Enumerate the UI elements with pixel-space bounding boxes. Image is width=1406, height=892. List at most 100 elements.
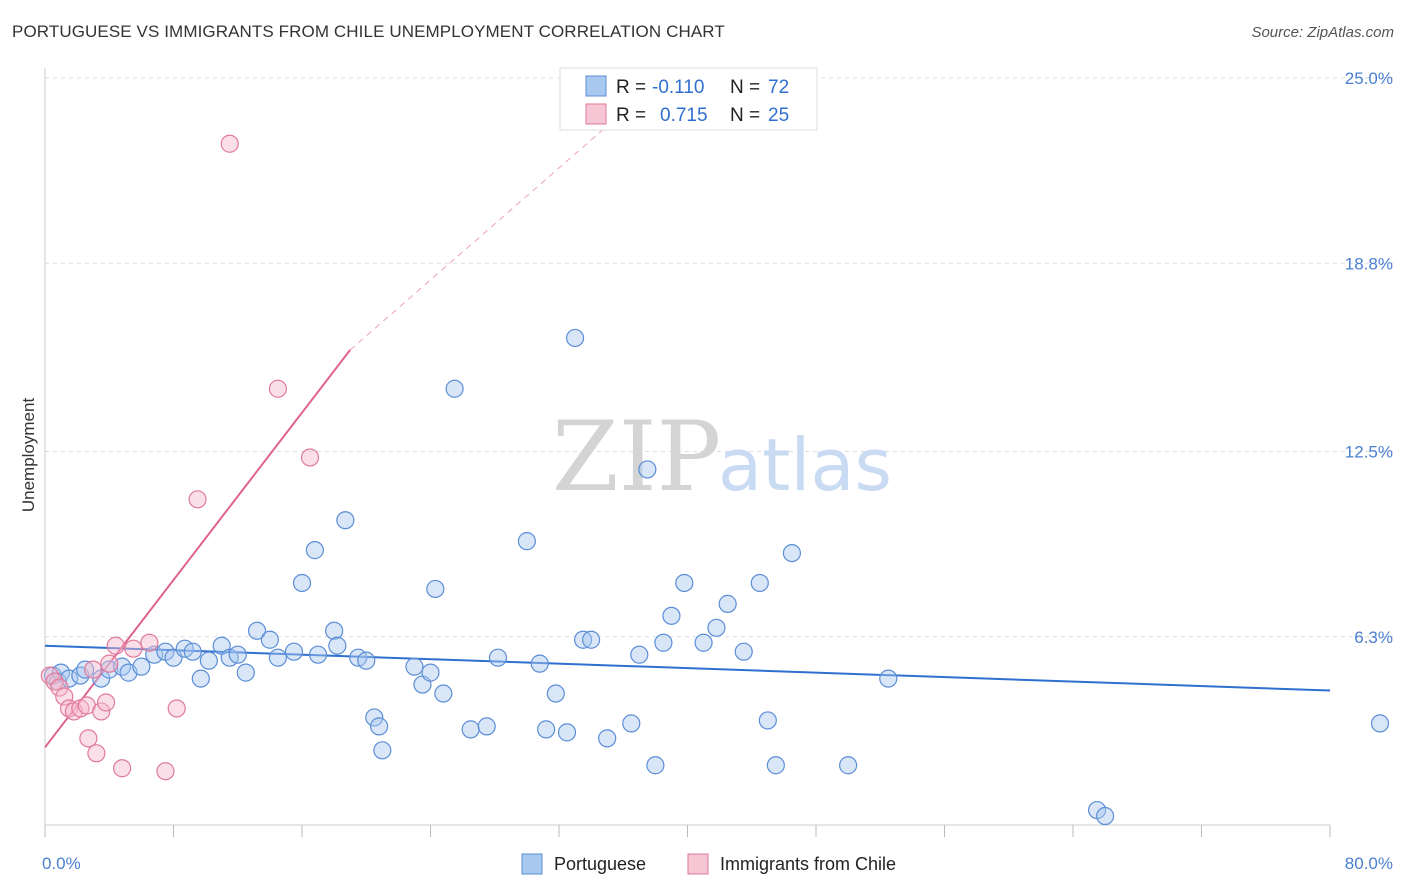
legend-r-label-2: R =	[616, 105, 646, 126]
portuguese-point-47	[530, 654, 549, 673]
watermark-atlas: atlas	[718, 423, 892, 507]
portuguese-point-16	[191, 669, 210, 688]
chile-point-18	[156, 762, 175, 781]
chile-point-1	[45, 672, 64, 691]
portuguese-point-40	[426, 579, 445, 599]
chile-point-19	[167, 699, 186, 718]
y-tick-labels: 6.3% 12.5% 18.8% 25.0%	[1345, 69, 1393, 647]
portuguese-point-73	[1096, 806, 1115, 826]
trend-lines	[44, 83, 1331, 748]
portuguese-point-31	[336, 511, 355, 530]
portuguese-point-61	[675, 573, 694, 593]
portuguese-point-74	[1370, 714, 1390, 733]
portuguese-point-21	[236, 663, 255, 682]
portuguese-point-65	[734, 642, 753, 661]
chile-point-10	[87, 744, 106, 763]
portuguese-point-53	[582, 630, 601, 649]
legend-swatch-chile	[585, 103, 607, 125]
portuguese-point-49	[546, 684, 565, 703]
chile-point-0	[40, 666, 59, 685]
watermark-zip: ZIP	[552, 401, 721, 513]
x-tick-labels: 0.0% 80.0%	[42, 854, 1393, 873]
y-tick-label-0: 6.3%	[1354, 628, 1393, 647]
portuguese-point-67	[758, 711, 777, 730]
portuguese-point-33	[357, 651, 376, 670]
chile-points	[40, 134, 320, 781]
portuguese-point-55	[622, 714, 641, 733]
portuguese-point-71	[879, 669, 898, 688]
chile-point-20	[188, 490, 207, 509]
portuguese-point-46	[517, 532, 536, 551]
x-tick-label-1: 80.0%	[1345, 854, 1393, 873]
chile-point-8	[79, 729, 98, 748]
gridlines	[45, 77, 1395, 638]
x-tick-label-0: 0.0%	[42, 854, 81, 873]
portuguese-point-30	[328, 636, 347, 655]
stats-legend: R = -0.110 N = 72 R = 0.715 N = 25	[559, 67, 818, 131]
portuguese-point-54	[598, 729, 617, 748]
trend-line-chile-extension	[349, 83, 656, 351]
portuguese-point-62	[694, 633, 713, 652]
chile-point-14	[106, 636, 125, 655]
portuguese-points	[43, 328, 1390, 826]
watermark: ZIP atlas	[552, 401, 892, 513]
y-tick-label-3: 25.0%	[1345, 69, 1393, 88]
portuguese-point-39	[421, 663, 440, 682]
portuguese-point-29	[325, 621, 344, 640]
bottom-legend-swatch-portuguese	[521, 853, 543, 875]
trend-line-portuguese	[44, 644, 1331, 692]
portuguese-point-34	[365, 708, 384, 727]
y-tick-label-2: 18.8%	[1345, 254, 1393, 273]
y-axis-label: Unemployment	[19, 398, 38, 513]
portuguese-point-59	[654, 633, 673, 652]
legend-r-value-2: 0.715	[660, 105, 708, 126]
axes	[44, 68, 1331, 837]
portuguese-point-23	[260, 630, 279, 649]
portuguese-point-36	[373, 741, 392, 760]
legend-swatch-portuguese	[585, 75, 607, 97]
legend-r-label-1: R =	[616, 77, 646, 98]
chart-title: PORTUGUESE VS IMMIGRANTS FROM CHILE UNEM…	[12, 22, 725, 41]
portuguese-point-56	[630, 645, 649, 664]
chile-point-23	[300, 448, 320, 467]
portuguese-point-66	[750, 573, 769, 593]
portuguese-point-43	[461, 720, 480, 739]
portuguese-point-45	[488, 648, 508, 667]
portuguese-point-63	[707, 618, 726, 637]
chile-point-17	[140, 633, 159, 652]
legend-n-label-2: N =	[730, 105, 760, 126]
bottom-legend-chile: Immigrants from Chile	[720, 854, 896, 874]
portuguese-point-51	[565, 328, 585, 348]
portuguese-point-22	[247, 621, 267, 640]
chile-point-9	[84, 660, 103, 679]
portuguese-point-48	[537, 720, 556, 739]
portuguese-point-15	[183, 642, 202, 661]
chile-point-15	[112, 759, 132, 778]
chile-point-22	[268, 379, 288, 398]
y-tick-label-1: 12.5%	[1345, 443, 1393, 462]
portuguese-point-70	[839, 756, 858, 775]
portuguese-point-37	[405, 657, 424, 676]
portuguese-point-69	[782, 543, 802, 563]
portuguese-point-27	[305, 541, 324, 560]
portuguese-point-11	[145, 645, 164, 664]
portuguese-point-58	[646, 756, 665, 775]
portuguese-point-60	[662, 606, 681, 625]
legend-n-value-1: 72	[768, 77, 789, 98]
chile-point-12	[96, 693, 116, 712]
bottom-legend-portuguese: Portuguese	[554, 854, 646, 874]
legend-r-value-1: -0.110	[652, 77, 704, 98]
portuguese-point-20	[228, 645, 247, 664]
portuguese-point-64	[718, 594, 737, 613]
portuguese-point-26	[292, 573, 312, 593]
portuguese-point-35	[370, 717, 389, 736]
chile-point-21	[220, 134, 239, 153]
portuguese-point-17	[199, 651, 218, 670]
legend-n-value-2: 25	[768, 105, 789, 126]
bottom-legend-swatch-chile	[687, 853, 709, 875]
portuguese-point-68	[766, 756, 785, 775]
portuguese-point-25	[284, 642, 304, 661]
chile-point-11	[92, 702, 111, 721]
portuguese-point-10	[132, 657, 151, 676]
